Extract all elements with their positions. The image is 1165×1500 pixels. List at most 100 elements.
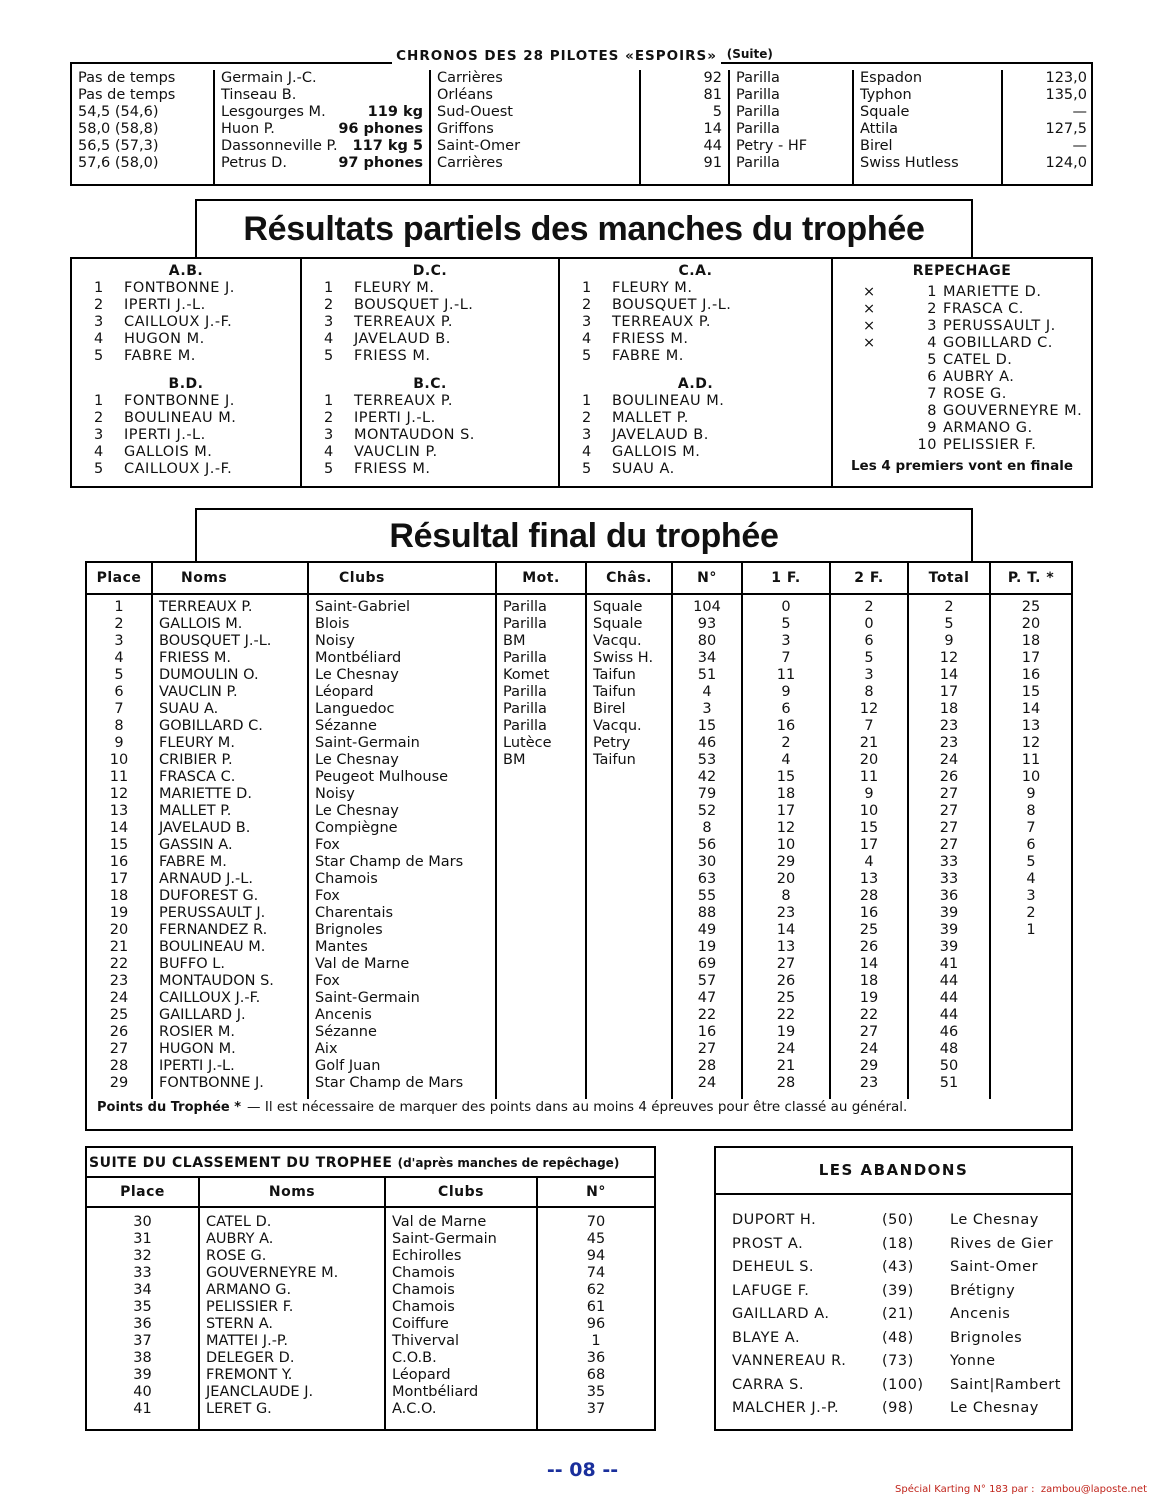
- cell: Le Chesnay: [307, 803, 496, 820]
- repechage-entry: × 4 GOBILLARD C.: [833, 335, 1091, 352]
- entry-rank: 5: [94, 348, 104, 364]
- group-entry: 2 BOUSQUET J.-L.: [302, 297, 558, 314]
- entry-rank: 2: [324, 297, 334, 313]
- filler-cell: [907, 1092, 990, 1099]
- cell: 25: [741, 990, 830, 1007]
- repechage-heading: REPECHAGE: [912, 263, 1012, 279]
- cell: 16: [741, 718, 830, 735]
- cell: Germain J.-C.: [213, 70, 430, 87]
- entry-name: BOULINEAU M.: [124, 410, 237, 426]
- cell: 56,5 (57,3): [78, 138, 159, 154]
- abandon-club: Le Chesnay: [950, 1400, 1039, 1416]
- cell: 33: [907, 854, 990, 871]
- cell: Birel: [852, 138, 1002, 155]
- cell: 31: [133, 1231, 152, 1247]
- cell: 45: [536, 1231, 654, 1248]
- cell: Coiffure: [384, 1316, 537, 1333]
- cell: 14: [639, 121, 729, 138]
- entry-rank: 5: [324, 461, 334, 477]
- entry-rank: 2: [582, 410, 592, 426]
- abandon-club: Yonne: [950, 1353, 996, 1369]
- cell: Saint-Omer: [429, 138, 640, 155]
- table-row: 21 BOULINEAU M. Mantes 19 13 26 39: [87, 939, 1071, 956]
- abandon-number: (39): [882, 1282, 914, 1299]
- cell: [585, 854, 672, 871]
- cell: Swiss H.: [585, 650, 672, 667]
- cell: 10: [109, 752, 129, 768]
- cell: 1: [114, 599, 124, 615]
- table-row: 28 IPERTI J.-L. Golf Juan 28 21 29 50: [87, 1058, 1071, 1075]
- cell: 12: [989, 735, 1071, 752]
- cell: 7: [989, 820, 1071, 837]
- cell: Squale: [852, 104, 1002, 121]
- data-table: Pas de temps Germain J.-C. Carrières 92 Pari…: [72, 70, 1093, 184]
- table-row: 40 JEANCLAUDE J. Montbéliard 35: [87, 1384, 654, 1401]
- filler-cell: [151, 1092, 308, 1099]
- table-row: Pas de temps Tinseau B. Orléans 81 Parilla Ty…: [72, 87, 1093, 104]
- abandons-list: DUPORT H. (50) Le Chesnay PROST A. (18) Rives…: [716, 1195, 1071, 1421]
- filler-cell: [1001, 172, 1093, 184]
- cell: 27: [907, 786, 990, 803]
- cell: Dassonneville P. 117 kg 5: [213, 138, 430, 155]
- cell: BOULINEAU M.: [151, 939, 308, 956]
- repechage-entry: 5 CATEL D.: [833, 352, 1091, 369]
- cell: 96: [536, 1316, 654, 1333]
- cell: Parilla: [728, 104, 853, 121]
- cell: 6: [989, 837, 1071, 854]
- cell: 39: [133, 1367, 152, 1383]
- cell: 93: [671, 616, 742, 633]
- cell: 12: [829, 701, 908, 718]
- cell: 32: [133, 1248, 152, 1264]
- cell: 70: [536, 1207, 654, 1231]
- cell: [989, 939, 1071, 956]
- partial-column: D.C. 1 FLEURY M. 2 BOUSQUET J.-L. 3 TERREAUX P…: [300, 259, 558, 486]
- cell: VAUCLIN P.: [151, 684, 308, 701]
- group-entry: 4 VAUCLIN P.: [302, 444, 558, 461]
- entry-rank: 2: [324, 410, 334, 426]
- pilot-note: 117 kg 5: [352, 138, 423, 154]
- final-title: Résultal final du trophée: [389, 516, 779, 555]
- table-row: 10 CRIBIER P. Le Chesnay BM Taifun 53 4 20 24 11: [87, 752, 1071, 769]
- partial-title: Résultats partiels des manches du trophé…: [243, 210, 925, 248]
- cell: Taifun: [585, 752, 672, 769]
- abandon-name: CARRA S.: [732, 1376, 804, 1393]
- cell: 10: [989, 769, 1071, 786]
- cell: [989, 1007, 1071, 1024]
- filler-cell: [728, 172, 853, 184]
- cell: 14: [829, 956, 908, 973]
- abandon-name: VANNEREAU R.: [732, 1353, 847, 1369]
- entry-name: MONTAUDON S.: [354, 427, 475, 443]
- cell: Sézanne: [307, 718, 496, 735]
- cell: CRIBIER P.: [151, 752, 308, 769]
- cell: Parilla: [495, 684, 586, 701]
- entry-rank: 2: [94, 410, 104, 426]
- group-entry: 3 TERREAUX P.: [302, 314, 558, 331]
- entry-rank: 3: [94, 427, 104, 443]
- suite-title-text: SUITE DU CLASSEMENT DU TROPHEE: [89, 1155, 393, 1171]
- entry-name: FRASCA C.: [943, 301, 1024, 317]
- entry-rank: 4: [582, 444, 592, 460]
- table-row: 35 PELISSIER F. Chamois 61: [87, 1299, 654, 1316]
- final-title-box: Résultal final du trophée: [195, 508, 973, 562]
- cell: [989, 956, 1071, 973]
- filler-cell: [671, 1092, 742, 1099]
- cell: [495, 905, 586, 922]
- cell: 9: [829, 786, 908, 803]
- abandon-row: CARRA S. (100) Saint|Rambert: [732, 1374, 1071, 1398]
- column-header: Total: [907, 563, 990, 595]
- cell: 5: [829, 650, 908, 667]
- cell: 127,5: [1001, 121, 1093, 138]
- cell: Pas de temps: [78, 87, 176, 103]
- cell: FRASCA C.: [151, 769, 308, 786]
- cell: [495, 803, 586, 820]
- cell: 2: [989, 905, 1071, 922]
- cell: 22: [741, 1007, 830, 1024]
- repechage-entry: × 1 MARIETTE D.: [833, 284, 1091, 301]
- cell: 57,6 (58,0): [78, 155, 159, 171]
- cell: 12: [109, 786, 129, 802]
- cell: 44: [907, 1007, 990, 1024]
- partial-column: A.B. 1 FONTBONNE J. 2 IPERTI J.-L. 3 CAILLOUX …: [72, 259, 300, 486]
- cell: [495, 990, 586, 1007]
- entry-name: BOUSQUET J.-L.: [354, 297, 474, 313]
